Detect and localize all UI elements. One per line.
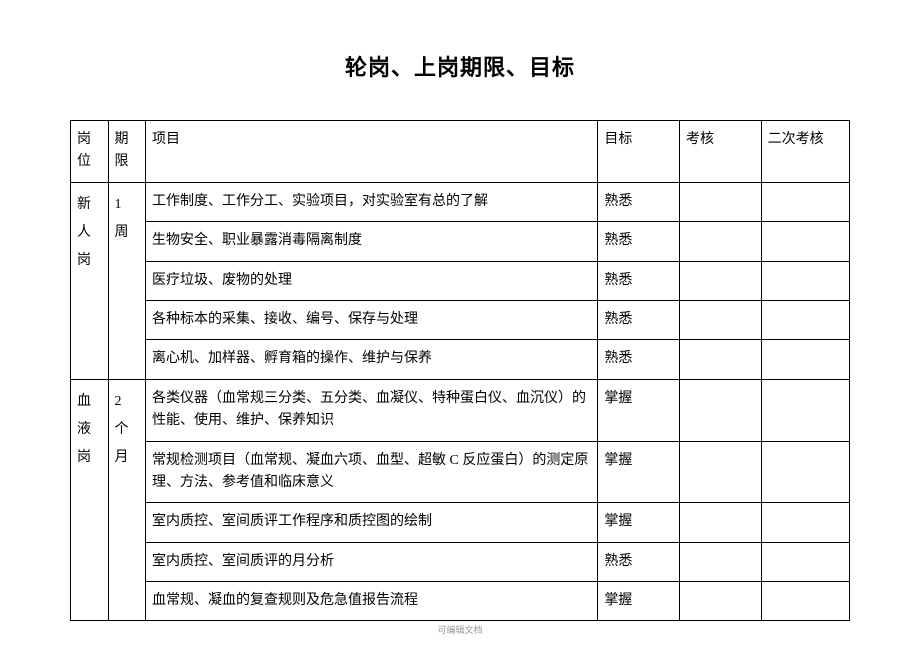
cell-assess2 — [761, 503, 849, 542]
table-row: 各种标本的采集、接收、编号、保存与处理 熟悉 — [71, 300, 850, 339]
table-row: 新人岗 1周 工作制度、工作分工、实验项目，对实验室有总的了解 熟悉 — [71, 182, 850, 221]
cell-assess2 — [761, 542, 849, 581]
table-row: 血常规、凝血的复查规则及危急值报告流程 掌握 — [71, 582, 850, 621]
rotation-table: 岗位 期限 项目 目标 考核 二次考核 新人岗 1周 工作制度、工作分工、实验项… — [70, 120, 850, 621]
cell-target: 掌握 — [598, 441, 680, 503]
cell-item: 工作制度、工作分工、实验项目，对实验室有总的了解 — [146, 182, 598, 221]
cell-position: 新人岗 — [71, 182, 109, 379]
cell-assess2 — [761, 182, 849, 221]
cell-target: 掌握 — [598, 379, 680, 441]
cell-item: 各类仪器（血常规三分类、五分类、血凝仪、特种蛋白仪、血沉仪）的性能、使用、维护、… — [146, 379, 598, 441]
cell-assess1 — [680, 261, 762, 300]
cell-assess2 — [761, 379, 849, 441]
page-container: 轮岗、上岗期限、目标 岗位 期限 项目 目标 考核 二次考核 新人岗 1周 工作… — [0, 0, 920, 641]
footer-text: 可编辑文档 — [0, 623, 920, 636]
table-row: 生物安全、职业暴露消毒隔离制度 熟悉 — [71, 222, 850, 261]
cell-item: 室内质控、室间质评的月分析 — [146, 542, 598, 581]
header-assess1: 考核 — [680, 121, 762, 183]
table-row: 血液岗 2个月 各类仪器（血常规三分类、五分类、血凝仪、特种蛋白仪、血沉仪）的性… — [71, 379, 850, 441]
cell-target: 熟悉 — [598, 300, 680, 339]
table-row: 室内质控、室间质评工作程序和质控图的绘制 掌握 — [71, 503, 850, 542]
duration-text: 1周 — [115, 197, 129, 240]
table-row: 离心机、加样器、孵育箱的操作、维护与保养 熟悉 — [71, 340, 850, 379]
cell-assess1 — [680, 542, 762, 581]
cell-duration: 2个月 — [108, 379, 146, 621]
cell-item: 常规检测项目（血常规、凝血六项、血型、超敏 C 反应蛋白）的测定原理、方法、参考… — [146, 441, 598, 503]
cell-assess2 — [761, 222, 849, 261]
cell-item: 血常规、凝血的复查规则及危急值报告流程 — [146, 582, 598, 621]
cell-assess2 — [761, 582, 849, 621]
header-target: 目标 — [598, 121, 680, 183]
table-row: 医疗垃圾、废物的处理 熟悉 — [71, 261, 850, 300]
cell-assess1 — [680, 441, 762, 503]
cell-assess1 — [680, 379, 762, 441]
cell-position: 血液岗 — [71, 379, 109, 621]
cell-item: 医疗垃圾、废物的处理 — [146, 261, 598, 300]
table-header-row: 岗位 期限 项目 目标 考核 二次考核 — [71, 121, 850, 183]
cell-item: 生物安全、职业暴露消毒隔离制度 — [146, 222, 598, 261]
position-text: 新人岗 — [77, 197, 91, 268]
cell-assess1 — [680, 182, 762, 221]
cell-item: 各种标本的采集、接收、编号、保存与处理 — [146, 300, 598, 339]
cell-target: 掌握 — [598, 503, 680, 542]
cell-duration: 1周 — [108, 182, 146, 379]
cell-assess1 — [680, 340, 762, 379]
cell-assess1 — [680, 503, 762, 542]
cell-assess2 — [761, 340, 849, 379]
cell-target: 熟悉 — [598, 340, 680, 379]
table-row: 常规检测项目（血常规、凝血六项、血型、超敏 C 反应蛋白）的测定原理、方法、参考… — [71, 441, 850, 503]
table-row: 室内质控、室间质评的月分析 熟悉 — [71, 542, 850, 581]
header-item: 项目 — [146, 121, 598, 183]
cell-target: 掌握 — [598, 582, 680, 621]
cell-assess1 — [680, 300, 762, 339]
header-assess2: 二次考核 — [761, 121, 849, 183]
cell-target: 熟悉 — [598, 542, 680, 581]
header-position: 岗位 — [71, 121, 109, 183]
cell-target: 熟悉 — [598, 261, 680, 300]
cell-assess2 — [761, 300, 849, 339]
duration-text: 2个月 — [115, 394, 129, 465]
position-text: 血液岗 — [77, 394, 91, 465]
cell-assess1 — [680, 222, 762, 261]
header-duration: 期限 — [108, 121, 146, 183]
cell-item: 离心机、加样器、孵育箱的操作、维护与保养 — [146, 340, 598, 379]
cell-assess1 — [680, 582, 762, 621]
cell-target: 熟悉 — [598, 222, 680, 261]
page-title: 轮岗、上岗期限、目标 — [70, 50, 850, 82]
cell-target: 熟悉 — [598, 182, 680, 221]
cell-assess2 — [761, 441, 849, 503]
cell-assess2 — [761, 261, 849, 300]
cell-item: 室内质控、室间质评工作程序和质控图的绘制 — [146, 503, 598, 542]
